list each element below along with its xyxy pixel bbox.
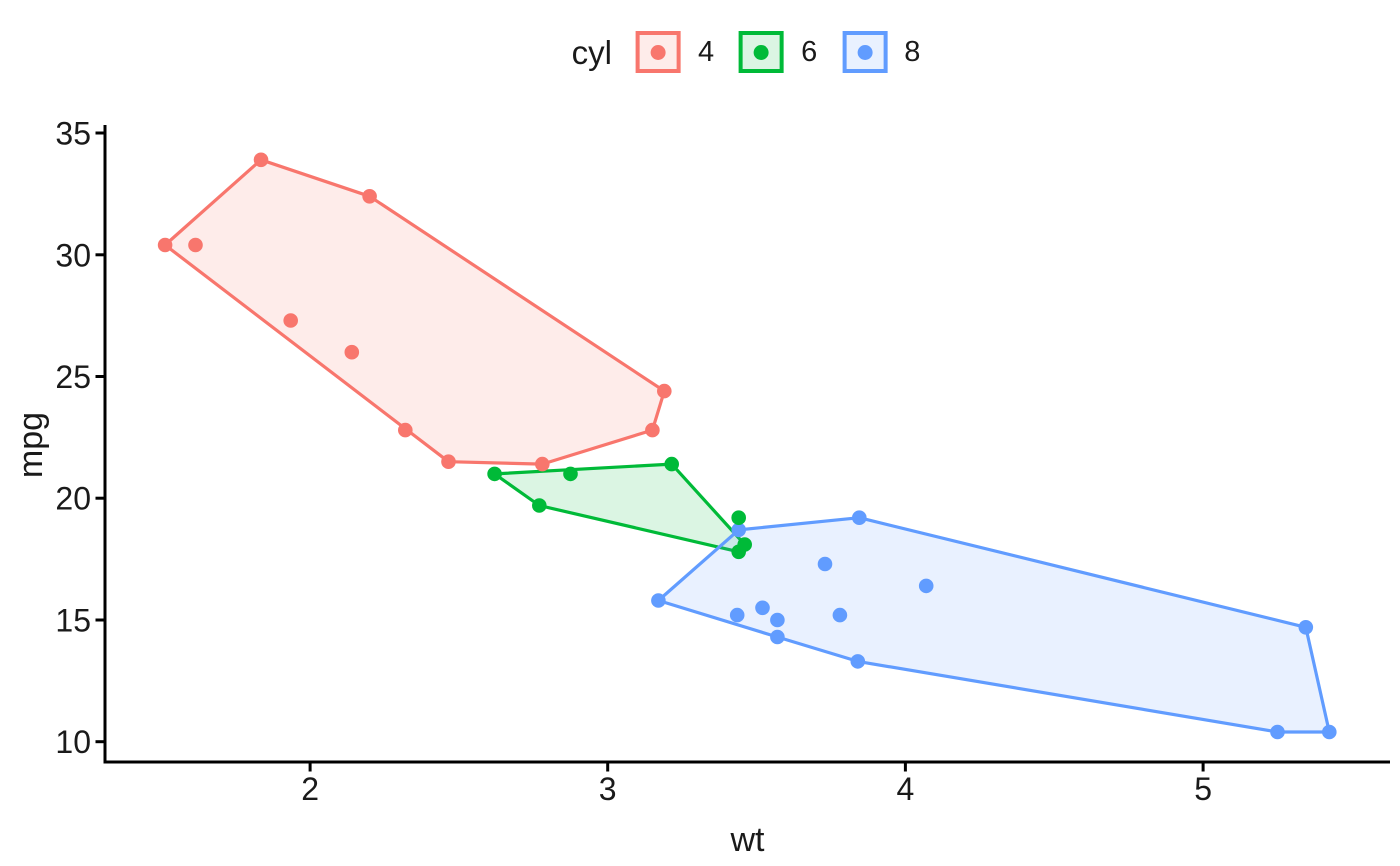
data-point-cyl-8	[1322, 724, 1337, 740]
data-point-cyl-8	[918, 578, 934, 594]
x-tick-label: 2	[301, 771, 319, 807]
data-point-cyl-6	[563, 466, 578, 482]
x-tick-label: 3	[599, 771, 617, 807]
data-point-cyl-4	[441, 454, 456, 470]
data-point-cyl-8	[755, 600, 770, 616]
legend-label: 4	[697, 35, 715, 68]
x-tick-label: 4	[897, 771, 915, 807]
hull-cyl-8	[656, 516, 1331, 734]
legend-point-icon	[754, 44, 770, 60]
legend: cyl 4 6 8	[571, 31, 920, 73]
data-point-cyl-6	[731, 510, 746, 525]
data-point-cyl-8	[817, 556, 833, 572]
legend-item-cyl-4: 4	[635, 31, 739, 73]
data-point-cyl-4	[398, 422, 413, 438]
axis-lines	[103, 125, 1390, 764]
legend-key-cyl-8	[842, 31, 888, 73]
x-axis-title: wt	[730, 821, 766, 859]
data-point-cyl-4	[535, 456, 550, 472]
data-point-cyl-6	[664, 456, 679, 472]
data-point-cyl-4	[157, 237, 173, 253]
data-point-cyl-6	[487, 466, 502, 482]
legend-key-cyl-4	[635, 31, 681, 73]
data-point-cyl-4	[645, 422, 660, 438]
data-point-cyl-8	[731, 522, 746, 538]
legend-item-cyl-8: 8	[842, 31, 920, 73]
data-point-cyl-8	[1298, 620, 1314, 635]
legend-item-cyl-6: 6	[739, 31, 842, 73]
data-point-cyl-4	[283, 313, 299, 328]
y-axis-title: mpg	[12, 412, 50, 478]
data-point-cyl-4	[657, 383, 672, 399]
hull-cyl-4	[163, 158, 666, 466]
y-tick-label: 25	[55, 359, 91, 395]
legend-title: cyl	[571, 33, 612, 71]
data-point-cyl-4	[344, 344, 360, 360]
data-point-cyl-4	[188, 237, 203, 253]
legend-key-cyl-6	[739, 31, 785, 73]
data-point-cyl-8	[850, 654, 866, 669]
y-tick-label: 30	[55, 237, 91, 273]
legend-point-icon	[857, 44, 873, 60]
data-point-cyl-6	[532, 498, 547, 513]
data-point-cyl-4	[253, 152, 269, 168]
legend-label: 6	[801, 35, 818, 68]
x-tick-label: 5	[1194, 771, 1212, 807]
y-tick-label: 15	[55, 603, 91, 639]
data-point-cyl-8	[770, 629, 785, 645]
y-tick-label: 20	[55, 481, 91, 517]
data-point-cyl-6	[731, 544, 746, 560]
y-tick-label: 10	[55, 724, 91, 760]
data-point-cyl-8	[651, 593, 666, 608]
data-point-cyl-8	[832, 607, 848, 623]
legend-label: 8	[904, 35, 921, 68]
data-point-cyl-8	[852, 510, 867, 525]
hull-cyl-6	[493, 462, 747, 554]
data-point-cyl-8	[1270, 724, 1285, 740]
legend-point-icon	[650, 44, 666, 60]
data-point-cyl-4	[362, 189, 377, 204]
data-point-cyl-8	[729, 607, 745, 623]
y-tick-label: 35	[55, 116, 91, 152]
data-point-cyl-8	[770, 612, 785, 628]
